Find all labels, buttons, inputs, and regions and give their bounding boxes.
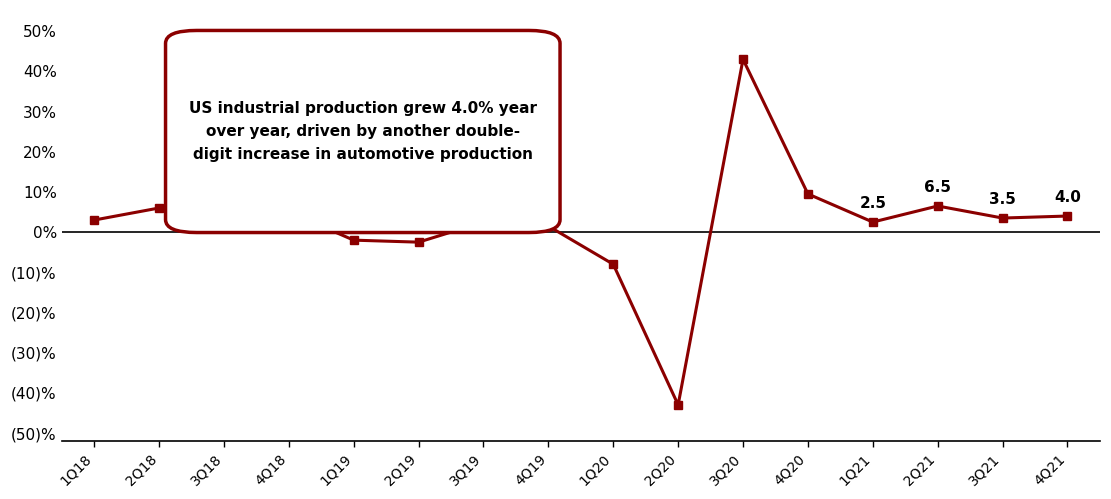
Text: US industrial production grew 4.0% year
over year, driven by another double-
dig: US industrial production grew 4.0% year … [189, 101, 537, 162]
Text: 2.5: 2.5 [859, 196, 887, 211]
FancyBboxPatch shape [166, 30, 560, 233]
Text: 4.0: 4.0 [1054, 190, 1081, 205]
Text: 3.5: 3.5 [989, 192, 1015, 207]
Text: 6.5: 6.5 [924, 180, 951, 195]
